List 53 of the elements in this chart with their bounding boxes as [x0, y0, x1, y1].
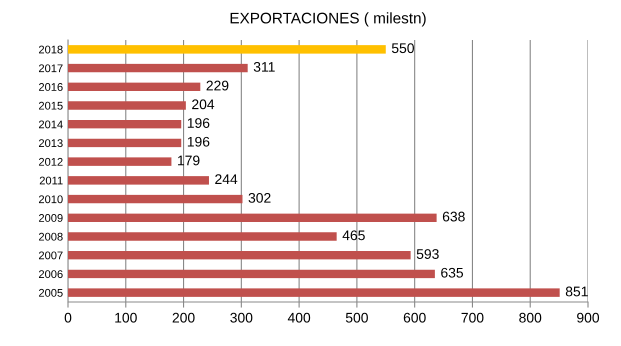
data-label: 196: [188, 136, 210, 147]
x-tick-label: 500: [346, 312, 368, 323]
y-tick-label: 2009: [38, 214, 63, 222]
y-tick-label: 2014: [38, 120, 63, 128]
bar: [68, 176, 209, 185]
data-label: 593: [416, 249, 439, 259]
data-label: 311: [254, 62, 275, 72]
bar: [68, 82, 200, 91]
data-label: 196: [188, 118, 210, 128]
data-label: 635: [441, 268, 464, 278]
data-label: 302: [248, 192, 271, 203]
bar: [68, 45, 386, 54]
bar: [68, 288, 560, 297]
x-tick-label: 900: [577, 312, 600, 323]
bar: [68, 157, 172, 166]
bar: [68, 214, 437, 222]
y-tick-label: 2007: [38, 251, 63, 260]
bar: [68, 101, 186, 110]
bar: [68, 120, 182, 128]
x-tick-label: 300: [230, 312, 252, 323]
x-tick-label: 800: [519, 312, 542, 323]
data-label: 244: [215, 174, 238, 184]
y-tick-label: 2013: [38, 139, 63, 148]
x-tick-label: 100: [115, 312, 137, 323]
bar: [68, 270, 435, 278]
y-tick-label: 2017: [38, 64, 63, 72]
data-label: 851: [566, 286, 588, 296]
x-tick-label: 700: [462, 312, 484, 323]
y-tick-label: 2005: [38, 288, 63, 297]
y-tick-label: 2018: [38, 46, 63, 54]
bar: [68, 194, 242, 204]
y-tick-label: 2008: [38, 232, 63, 241]
x-tick-label: 600: [404, 312, 426, 323]
data-label: 229: [206, 80, 228, 91]
x-tick-label: 400: [288, 312, 310, 323]
data-label: 179: [178, 156, 200, 166]
y-tick-label: 2012: [38, 158, 63, 166]
chart-title: EXPORTACIONES ( milestn): [230, 12, 426, 26]
y-tick-label: 2006: [38, 270, 63, 278]
data-label: 465: [342, 230, 365, 240]
data-label: 204: [192, 99, 214, 110]
bar: [68, 251, 411, 260]
x-tick-label: 0: [64, 312, 72, 323]
bar: [68, 64, 248, 72]
data-label: 550: [392, 43, 414, 54]
y-tick-label: 2010: [38, 195, 63, 204]
y-tick-label: 2015: [38, 102, 63, 110]
y-tick-label: 2011: [40, 176, 63, 184]
bar: [68, 138, 182, 148]
y-tick-label: 2016: [38, 83, 63, 91]
bar: [68, 232, 337, 241]
data-label: 638: [442, 212, 465, 222]
x-tick-label: 200: [172, 312, 195, 323]
